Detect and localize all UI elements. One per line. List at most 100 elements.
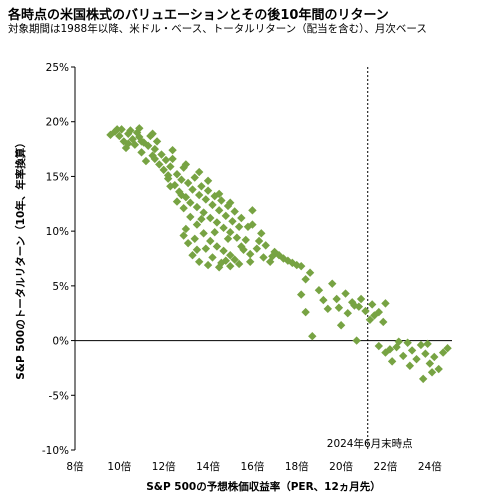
- data-point: [137, 137, 146, 146]
- x-axis-label: S&P 500の予想株価収益率（PER、12ヵ月先）: [146, 480, 381, 493]
- x-tick-label: 18倍: [285, 460, 309, 473]
- data-point: [301, 307, 310, 317]
- data-point: [243, 222, 253, 231]
- data-point: [387, 357, 397, 366]
- y-tick-label: 10%: [46, 226, 69, 238]
- tick-labels: -10% -5% 0% 5% 10% 15% 20% 25% 8倍 10倍 12倍 14倍 16倍 18倍…: [42, 62, 442, 473]
- data-point: [124, 139, 133, 148]
- data-point: [188, 251, 197, 260]
- data-point: [179, 203, 188, 213]
- data-point: [430, 352, 439, 362]
- x-tick-label: 22倍: [374, 460, 398, 473]
- x-tick-label: 8倍: [66, 460, 84, 473]
- data-point: [137, 148, 146, 157]
- data-point: [341, 289, 350, 298]
- data-point: [361, 306, 370, 316]
- data-point: [181, 160, 191, 169]
- data-point: [416, 340, 426, 350]
- data-point: [268, 252, 277, 261]
- data-point: [328, 279, 337, 288]
- data-point: [381, 299, 390, 308]
- x-tick-label: 24倍: [418, 460, 442, 473]
- data-point: [226, 251, 235, 260]
- data-point: [194, 190, 204, 200]
- data-point: [226, 261, 235, 271]
- data-point: [152, 137, 162, 146]
- data-point: [194, 167, 204, 177]
- data-point: [308, 331, 317, 341]
- data-point: [192, 202, 202, 212]
- data-point: [221, 256, 230, 265]
- data-point: [374, 341, 384, 351]
- data-point: [405, 361, 415, 370]
- data-point: [228, 217, 237, 226]
- data-point: [190, 234, 199, 244]
- data-point: [115, 131, 124, 141]
- data-point: [141, 156, 151, 166]
- data-point: [226, 198, 235, 207]
- data-point: [399, 351, 408, 361]
- data-point: [203, 186, 213, 195]
- data-point: [332, 294, 341, 304]
- data-point: [143, 141, 153, 150]
- data-point: [148, 129, 157, 138]
- data-point: [206, 213, 215, 223]
- data-point: [407, 346, 417, 355]
- data-point: [248, 206, 257, 215]
- data-point: [237, 213, 246, 223]
- data-point: [159, 165, 168, 175]
- data-point: [166, 162, 175, 171]
- data-point: [297, 261, 306, 271]
- data-point: [117, 125, 126, 134]
- data-point: [168, 145, 177, 155]
- data-point: [197, 182, 206, 191]
- data-point: [146, 131, 155, 141]
- data-point: [379, 317, 388, 327]
- data-point: [188, 185, 197, 194]
- data-point: [183, 238, 193, 248]
- data-point: [356, 294, 366, 304]
- data-point: [336, 321, 346, 330]
- axes: [71, 66, 452, 451]
- data-point: [212, 218, 222, 227]
- data-point: [186, 212, 195, 222]
- data-point: [423, 339, 432, 349]
- data-point: [210, 228, 219, 237]
- data-point: [212, 242, 222, 251]
- data-point: [234, 222, 244, 231]
- data-point: [221, 211, 230, 221]
- data-point: [177, 190, 186, 200]
- data-point: [214, 189, 224, 199]
- data-point: [254, 236, 264, 246]
- y-tick-label: -10%: [42, 445, 69, 457]
- data-point: [126, 126, 135, 135]
- data-point: [230, 207, 239, 216]
- data-point: [179, 163, 188, 172]
- chart-title: 各時点の米国株式のバリュエーションとその後10年間のリターン: [8, 8, 389, 23]
- y-axis-label: S&P 500のトータルリターン（10年、年率換算）: [14, 137, 27, 380]
- data-point: [288, 258, 297, 268]
- x-tick-label: 12倍: [152, 460, 176, 473]
- data-point: [157, 150, 166, 159]
- data-point: [279, 254, 288, 263]
- data-point: [427, 368, 437, 377]
- data-point: [166, 182, 175, 191]
- data-point: [201, 195, 211, 204]
- data-point: [201, 244, 211, 253]
- data-point: [425, 359, 435, 368]
- data-point: [219, 246, 228, 256]
- y-tick-label: 15%: [46, 171, 69, 183]
- data-point: [343, 309, 352, 318]
- data-point: [177, 175, 186, 184]
- x-tick-label: 14倍: [196, 460, 220, 473]
- y-tick-label: 20%: [46, 117, 69, 129]
- data-point: [403, 338, 412, 347]
- data-point: [370, 311, 379, 320]
- data-point: [150, 154, 160, 164]
- data-points: [106, 124, 452, 384]
- data-point: [245, 249, 255, 259]
- data-point: [186, 198, 195, 207]
- data-point: [181, 193, 191, 202]
- chart-subtitle: 対象期間は1988年以降、米ドル・ベース、トータルリターン（配当を含む）、月次ベ…: [8, 23, 427, 35]
